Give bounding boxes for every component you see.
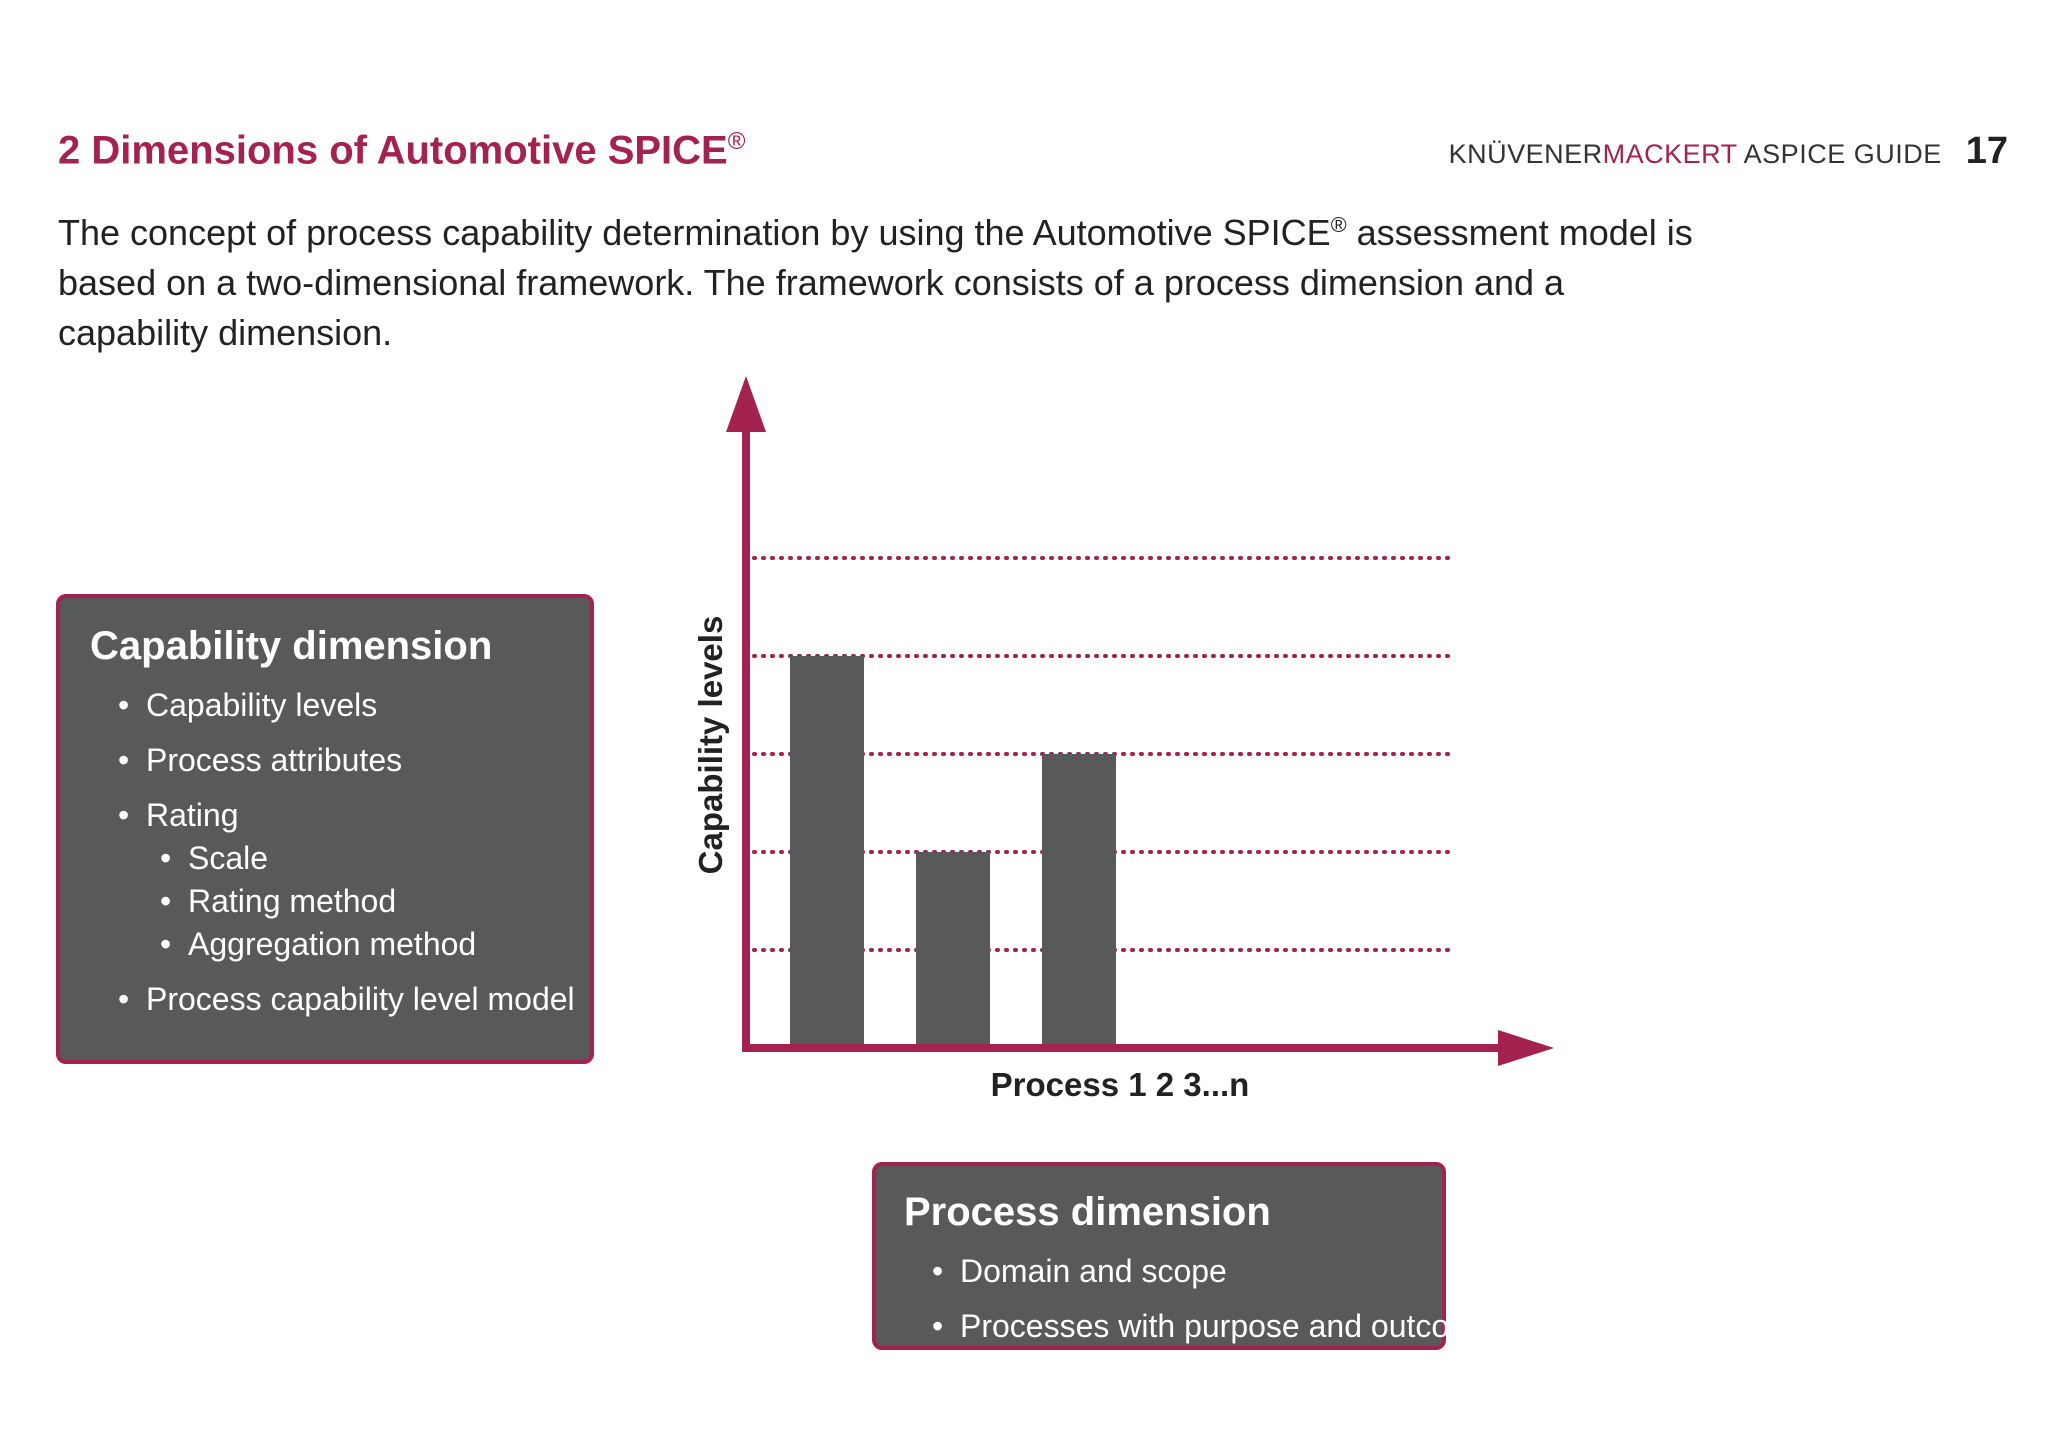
- list-item: Rating Scale Rating method Aggregation m…: [118, 797, 590, 963]
- list-item: Rating method: [160, 883, 590, 920]
- y-axis-arrow-icon: [726, 376, 766, 432]
- bar: [916, 852, 990, 1048]
- list-item: Process attributes: [118, 742, 590, 779]
- page-title: 2 Dimensions of Automotive SPICE®: [58, 128, 746, 173]
- list-item: Aggregation method: [160, 926, 590, 963]
- brand-name: KNÜVENERMACKERT ASPICE GUIDE: [1448, 139, 1942, 169]
- running-header: KNÜVENERMACKERT ASPICE GUIDE 17: [1449, 130, 2008, 173]
- y-axis-label: Capability levels: [692, 616, 729, 875]
- list-item: Domain and scope: [932, 1253, 1442, 1290]
- capability-list: Capability levels Process attributes Rat…: [118, 687, 590, 1018]
- process-dimension-box: Process dimension Domain and scope Proce…: [872, 1162, 1510, 1350]
- x-axis-label: Process 1 2 3...n: [991, 1066, 1250, 1103]
- list-item: Capability levels: [118, 687, 590, 724]
- list-item: Processes with purpose and outcomes: [932, 1308, 1510, 1345]
- process-box-title: Process dimension: [904, 1190, 1271, 1234]
- list-item: Scale: [160, 840, 590, 877]
- bar: [790, 656, 864, 1048]
- rating-sublist: Scale Rating method Aggregation method: [160, 840, 590, 963]
- list-item: Process capability level model: [118, 981, 590, 1018]
- page-number: 17: [1965, 130, 2008, 172]
- x-axis-arrow-icon: [1498, 1030, 1554, 1066]
- process-list: Domain and scope Processes with purpose …: [932, 1253, 1510, 1345]
- axes: [726, 376, 1554, 1066]
- capability-dimension-box: Capability dimension Capability levels P…: [56, 594, 594, 1064]
- intro-paragraph: The concept of process capability determ…: [58, 212, 1693, 353]
- capability-box-title: Capability dimension: [90, 624, 493, 668]
- bars: [790, 656, 1116, 1048]
- bar: [1042, 754, 1116, 1048]
